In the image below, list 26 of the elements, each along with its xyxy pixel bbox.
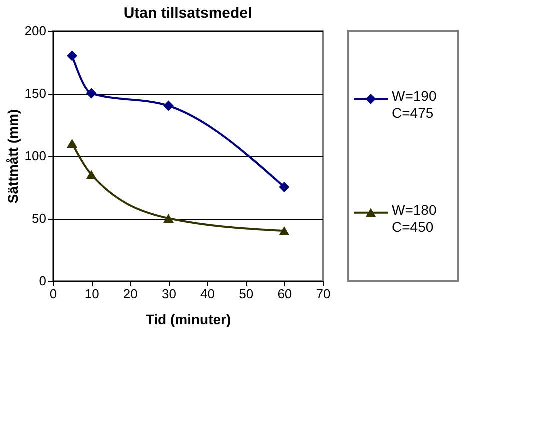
- point: [163, 214, 174, 224]
- y-tick-label: 200: [24, 24, 46, 38]
- point: [163, 100, 174, 112]
- y-axis-title: Sättmått (mm): [4, 109, 21, 204]
- x-tick-label: 70: [316, 286, 331, 302]
- point: [279, 182, 290, 192]
- x-tick-label: 30: [162, 286, 176, 302]
- x-tick-label: 40: [200, 286, 216, 302]
- x-tick-label: 10: [84, 286, 100, 302]
- point: [279, 226, 290, 236]
- y-tick-label: 0: [39, 274, 46, 288]
- point: [86, 88, 97, 99]
- x-tick-label: 50: [239, 286, 254, 302]
- x-tick-label: 20: [123, 286, 138, 302]
- y-tick-label: 150: [24, 86, 46, 101]
- legend-label: W=190 C=475: [392, 88, 437, 122]
- y-tick-label: 100: [24, 148, 46, 164]
- chart-title: Utan tillsatsmedel: [124, 5, 252, 22]
- legend-label: W=180 C=450: [392, 202, 437, 235]
- y-tick-label: 50: [32, 211, 46, 226]
- x-tick-label: 60: [278, 286, 292, 302]
- point: [67, 138, 78, 148]
- x-tick-label: 0: [50, 286, 58, 302]
- x-axis-title: Tid (minuter): [146, 312, 232, 328]
- point: [86, 170, 97, 180]
- point: [67, 50, 78, 62]
